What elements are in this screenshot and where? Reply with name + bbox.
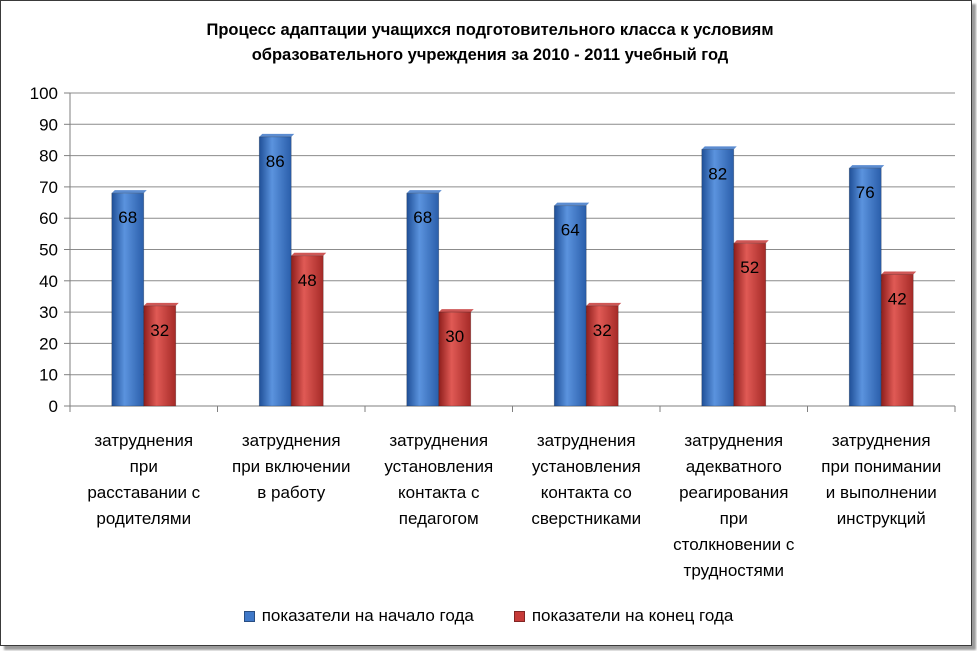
bar-start [553, 205, 587, 407]
x-category-label-line: при понимании [821, 457, 942, 476]
bar-end [143, 305, 177, 407]
bar-start [701, 148, 735, 407]
data-label-start: 82 [708, 164, 727, 183]
y-tick-label: 70 [39, 178, 58, 197]
y-tick-label: 60 [39, 209, 58, 228]
x-category-label-line: установления [384, 457, 494, 476]
bar-end [585, 305, 619, 407]
data-label-end: 32 [150, 321, 169, 340]
x-category-label-line: при [129, 457, 158, 476]
data-label-end: 48 [298, 271, 317, 290]
data-label-start: 68 [413, 208, 432, 227]
bar-start-top [111, 190, 147, 194]
data-label-start: 86 [266, 152, 285, 171]
data-label-start: 68 [118, 208, 137, 227]
x-category-label-line: затруднения [94, 431, 194, 450]
y-tick-label: 40 [39, 272, 58, 291]
data-label-start: 76 [856, 183, 875, 202]
x-category-label-line: затруднения [684, 431, 784, 450]
x-category-label: затруднения при расставании с родителями [72, 428, 216, 532]
bar-end-top [291, 252, 327, 256]
x-category-label-line: контакта с [398, 483, 480, 502]
x-category-label: затруднения при понимании и выполнении инст… [809, 428, 953, 532]
bar-layer [111, 133, 917, 407]
x-category-label: затруднения установления контакта со сверст… [514, 428, 658, 532]
bar-end [438, 311, 472, 407]
y-tick-label: 20 [39, 334, 58, 353]
bar-end-top [143, 302, 179, 306]
data-label-end: 32 [593, 321, 612, 340]
x-category-label-line: столкновении с [673, 535, 795, 554]
bar-start-top [554, 202, 590, 206]
bar-start-top [259, 133, 295, 137]
x-category-label-line: расставании с [87, 483, 201, 502]
x-category-label-line: затруднения [389, 431, 489, 450]
y-tick-label: 10 [39, 366, 58, 385]
x-category-label-line: родителями [96, 509, 192, 528]
x-category-label-line: инструкций [836, 509, 926, 528]
bar-end [290, 255, 324, 407]
x-category-label-line: трудностями [683, 561, 784, 580]
x-category-label: затруднения при включении в работу [219, 428, 363, 506]
bar-start-top [849, 165, 885, 169]
legend-label-end: показатели на конец года [531, 606, 734, 625]
x-category-label: затруднения установления контакта с педагог… [367, 428, 511, 532]
x-category-label-line: при [719, 509, 748, 528]
legend-swatch-end [513, 610, 525, 622]
bar-start-top [406, 190, 442, 194]
bar-end [880, 274, 914, 407]
legend: показатели на начало года показатели на … [0, 606, 977, 626]
x-category-label-line: и выполнении [825, 483, 937, 502]
legend-entry-start: показатели на начало года [243, 606, 474, 626]
bar-start [111, 192, 145, 407]
x-category-label-line: адекватного [685, 457, 782, 476]
x-category-label-line: в работу [257, 483, 326, 502]
legend-swatch-start [243, 610, 255, 622]
bar-end-top [881, 271, 917, 275]
chart-title-line-1: Процесс адаптации учащихся подготовитель… [206, 21, 774, 39]
x-category-label-line: сверстниками [531, 509, 642, 528]
bar-end-top [586, 302, 622, 306]
y-tick-label: 100 [30, 84, 58, 103]
y-tick-label: 0 [49, 397, 58, 416]
bar-end-top [733, 240, 769, 244]
x-category-label-line: при включении [231, 457, 351, 476]
data-label-start: 64 [561, 221, 580, 240]
data-label-end: 30 [445, 327, 464, 346]
y-tick-label: 30 [39, 303, 58, 322]
x-category-label-line: контакта со [540, 483, 632, 502]
bar-end-top [438, 309, 474, 313]
y-tick-label: 80 [39, 147, 58, 166]
x-category-label-line: затруднения [831, 431, 931, 450]
grid-layer [70, 92, 955, 376]
y-tick-label: 50 [39, 241, 58, 260]
bar-end [733, 242, 767, 407]
legend-entry-end: показатели на конец года [513, 606, 734, 626]
data-label-end: 52 [740, 258, 759, 277]
data-label-end: 42 [888, 290, 907, 309]
bar-start [258, 136, 292, 407]
bar-start [406, 192, 440, 407]
chart-title: Процесс адаптации учащихся подготовитель… [60, 18, 920, 68]
x-category-label: затруднения адекватного реагирования при сто… [662, 428, 806, 584]
bar-start [848, 167, 882, 407]
bar-start-top [701, 146, 737, 150]
chart-title-line-2: образовательного учреждения за 2010 - 20… [251, 46, 729, 64]
label-layer: 68 86 68 64 82 76 32 48 30 32 52 42 [118, 152, 906, 346]
x-category-label-line: установления [531, 457, 641, 476]
x-category-label-line: реагирования [679, 483, 789, 502]
axis-layer: 0 10 20 30 40 50 60 70 80 90 100 [30, 84, 956, 416]
x-category-label-line: затруднения [241, 431, 341, 450]
x-category-label-line: педагогом [398, 509, 479, 528]
y-tick-label: 90 [39, 115, 58, 134]
x-category-label-line: затруднения [536, 431, 636, 450]
legend-label-start: показатели на начало года [261, 606, 474, 625]
